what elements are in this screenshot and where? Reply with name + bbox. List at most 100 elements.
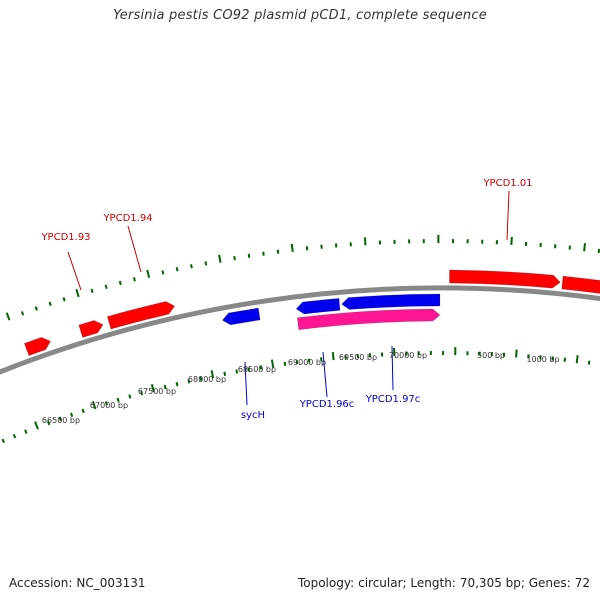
backbone-arc	[0, 285, 600, 375]
minor-tick	[161, 270, 165, 275]
minor-tick	[262, 251, 265, 256]
minor-tick	[62, 297, 66, 302]
accession-footer: Accession: NC_003131	[9, 576, 146, 590]
gene-label-sych: sycH	[241, 410, 265, 421]
minor-tick	[104, 401, 108, 406]
gene-arrow-forward	[78, 320, 104, 338]
tick-label: 69500 bp	[339, 353, 377, 362]
tick-label: 1000 bp	[526, 355, 559, 364]
major-tick	[75, 288, 80, 298]
tick-label: 500 bp	[477, 351, 505, 360]
accession-label: Accession:	[9, 576, 73, 590]
minor-tick	[116, 397, 120, 403]
minor-tick	[47, 420, 51, 426]
tick-label: 67000 bp	[90, 401, 128, 410]
minor-tick	[90, 288, 94, 294]
minor-tick	[48, 301, 52, 307]
rna-feature	[296, 308, 441, 331]
minor-tick	[81, 408, 85, 414]
minor-tick	[12, 433, 17, 439]
major-tick	[331, 352, 335, 361]
map-title: Yersinia pestis CO92 plasmid pCD1, compl…	[113, 8, 487, 23]
minor-tick	[233, 256, 236, 261]
minor-tick	[247, 367, 251, 372]
minor-tick	[190, 264, 193, 269]
genes-value: 72	[574, 576, 590, 590]
minor-tick	[58, 416, 62, 422]
minor-tick	[204, 261, 208, 266]
minor-tick	[587, 360, 591, 365]
major-tick	[290, 243, 294, 252]
minor-tick	[140, 391, 144, 396]
minor-tick	[199, 376, 203, 381]
minor-tick	[163, 384, 167, 390]
minor-tick	[1, 438, 5, 444]
tick-label: 69000 bp	[288, 358, 326, 367]
label-pointer-line	[322, 351, 328, 398]
gene-arrow-ypcd1-01	[449, 269, 561, 289]
tick-label: 68500 bp	[238, 365, 276, 374]
gene-label-ypcd1-01: YPCD1.01	[482, 178, 532, 189]
genes-label: Genes:	[528, 576, 571, 590]
gene-arrow-ypcd1-97c	[341, 293, 441, 310]
minor-tick	[235, 369, 239, 374]
major-tick	[218, 254, 222, 263]
gene-arrow-sych	[222, 307, 261, 326]
minor-tick	[128, 394, 132, 399]
gene-label-ypcd1-93: YPCD1.93	[40, 232, 90, 243]
minor-tick	[175, 381, 179, 387]
summary-footer: Topology: circular; Length: 70,305 bp; Gen…	[297, 576, 590, 590]
gene-label-ypcd1-94: YPCD1.94	[102, 213, 152, 224]
minor-tick	[247, 253, 251, 258]
major-tick	[210, 370, 215, 379]
label-pointers	[67, 190, 510, 406]
accession-value: NC_003131	[76, 576, 146, 590]
major-tick	[270, 359, 275, 368]
major-tick	[34, 421, 39, 430]
minor-tick	[70, 412, 74, 418]
gene-arrow-ypcd1-94	[106, 301, 176, 330]
plasmid-backbone	[0, 285, 600, 375]
inner-tick-ring	[1, 347, 591, 444]
gene-features	[24, 269, 600, 357]
gene-arrow-ypcd1-96c	[295, 298, 341, 315]
length-label: Length:	[410, 576, 456, 590]
minor-tick	[20, 311, 25, 316]
label-pointer-line	[127, 225, 142, 273]
major-tick	[515, 349, 518, 358]
minor-tick	[597, 248, 600, 254]
major-tick	[92, 401, 97, 410]
tick-label: 66500 bp	[42, 416, 80, 425]
gene-labels: YPCD1.93 YPCD1.94 YPCD1.01 sycH YPCD1.96c YPC…	[40, 178, 532, 421]
minor-tick	[132, 277, 136, 282]
major-tick	[583, 243, 587, 252]
outer-tick-ring	[5, 234, 600, 321]
label-pointer-line	[391, 345, 394, 391]
topology-value: circular	[358, 576, 403, 590]
tick-label: 68000 bp	[188, 375, 226, 384]
minor-tick	[24, 429, 28, 434]
label-pointer-line	[506, 190, 510, 241]
major-tick	[150, 383, 155, 393]
minor-tick	[223, 371, 227, 376]
major-tick	[5, 312, 11, 321]
minor-tick	[175, 267, 179, 272]
gene-arrow-forward	[561, 275, 600, 294]
minor-tick	[187, 379, 191, 384]
length-value: 70,305 bp	[459, 576, 521, 590]
minor-tick	[283, 361, 287, 366]
tick-labels: 66500 bp 67000 bp 67500 bp 68000 bp 68500 bp…	[42, 351, 560, 425]
label-pointer-line	[67, 251, 82, 291]
minor-tick	[276, 249, 280, 254]
minor-tick	[259, 365, 263, 370]
minor-tick	[34, 306, 38, 311]
minor-tick	[118, 280, 122, 286]
topology-label: Topology:	[297, 576, 355, 590]
major-tick	[146, 269, 151, 278]
gene-label-ypcd1-97c: YPCD1.97c	[365, 394, 421, 405]
minor-tick	[104, 284, 108, 289]
minor-tick	[295, 360, 299, 365]
gene-label-ypcd1-96c: YPCD1.96c	[299, 399, 355, 410]
gene-arrow-forward	[24, 337, 52, 357]
